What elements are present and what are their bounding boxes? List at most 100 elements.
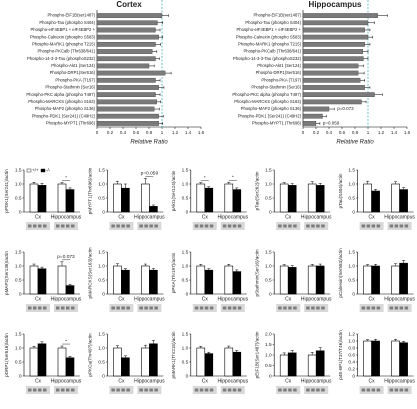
blot-band bbox=[204, 224, 209, 228]
y-tick-label: Phospho-DRP1(Ser616) bbox=[256, 70, 302, 75]
blot-band bbox=[293, 388, 297, 392]
x-tick-label: Hippocampus bbox=[134, 378, 165, 384]
y-tick-label: Phospho-EIF1B(ser1487) bbox=[254, 13, 302, 18]
y-tick-label: 1.5 bbox=[98, 331, 105, 337]
bar bbox=[279, 354, 289, 377]
bar bbox=[279, 265, 289, 295]
blot-band bbox=[321, 388, 325, 392]
y-axis-label: pTau(S404)/actin bbox=[338, 173, 343, 208]
x-tick-label: 1 bbox=[367, 130, 370, 135]
blot-band bbox=[389, 388, 394, 392]
bar bbox=[96, 27, 156, 33]
blot-band bbox=[56, 224, 60, 228]
bar bbox=[391, 183, 400, 213]
blot-image bbox=[109, 222, 134, 230]
blot-band bbox=[139, 224, 143, 228]
blot-band bbox=[227, 224, 232, 228]
blot-band bbox=[33, 306, 37, 310]
x-tick-label: Hippocampus bbox=[51, 296, 82, 302]
blot-band bbox=[71, 306, 75, 310]
blot-band bbox=[71, 388, 75, 392]
blot-band bbox=[38, 388, 42, 392]
blot-band bbox=[28, 306, 32, 310]
bar bbox=[302, 27, 365, 33]
blot-band bbox=[139, 306, 143, 310]
y-tick-label: Phospho-MARCKS (phospho S163) bbox=[234, 99, 301, 104]
x-tick-label: Cx bbox=[202, 296, 209, 302]
bar bbox=[391, 340, 400, 377]
y-tick-label: 1.0 bbox=[98, 345, 105, 351]
blot-band bbox=[154, 306, 158, 310]
bar bbox=[232, 271, 242, 295]
y-axis-label: pStathmin(Ser16)/actin bbox=[254, 249, 259, 296]
y-tick-label: 1.5 bbox=[348, 167, 355, 173]
bar bbox=[204, 353, 214, 377]
bar bbox=[399, 262, 408, 295]
y-tick-label: Phospho-PKC alpha (phospho T497) bbox=[232, 92, 301, 97]
blot-band bbox=[361, 306, 366, 310]
blot-band bbox=[194, 224, 199, 228]
blot-band bbox=[154, 388, 158, 392]
blot-band bbox=[311, 224, 315, 228]
x-tick-label: Hippocampus bbox=[384, 296, 415, 302]
bar bbox=[224, 183, 234, 213]
blot-band bbox=[222, 388, 227, 392]
bar bbox=[302, 49, 363, 54]
bar bbox=[302, 99, 362, 105]
legend-swatch bbox=[40, 168, 46, 173]
blot-band bbox=[278, 224, 282, 228]
x-tick-label: 0.6 bbox=[339, 130, 346, 135]
blot-band bbox=[283, 388, 287, 392]
blot-band bbox=[399, 388, 404, 392]
y-tick-label: 0 bbox=[269, 291, 272, 297]
x-tick-label: 0.4 bbox=[326, 130, 333, 135]
blot-band bbox=[376, 388, 381, 392]
bar bbox=[302, 113, 323, 119]
blot-band bbox=[394, 306, 399, 310]
x-tick-label: 1.6 bbox=[198, 130, 205, 135]
annotation: p=0.073 bbox=[337, 106, 354, 111]
y-tick-label: 1.5 bbox=[265, 342, 272, 348]
y-tick-label: 2.0 bbox=[265, 331, 272, 337]
annotation: * bbox=[65, 175, 67, 181]
x-tick-label: 0.8 bbox=[146, 130, 153, 135]
y-tick-label: 0.6 bbox=[348, 352, 355, 358]
y-tick-label: Phospho-PKCalb (Thr638/641) bbox=[244, 49, 302, 54]
y-tick-label: 1.0 bbox=[15, 263, 22, 269]
x-tick-label: Cx bbox=[202, 214, 209, 220]
bar bbox=[29, 183, 39, 213]
y-tick-label: 1.5 bbox=[98, 249, 105, 255]
bar bbox=[121, 357, 130, 377]
blot-band bbox=[111, 306, 115, 310]
blot-band bbox=[139, 388, 143, 392]
bar bbox=[96, 56, 156, 62]
blot-band bbox=[209, 388, 214, 392]
x-tick-label: 1.2 bbox=[172, 130, 179, 135]
blot-band bbox=[293, 306, 297, 310]
bar bbox=[96, 41, 156, 47]
y-tick-label: 1.0 bbox=[265, 181, 272, 187]
blot-band bbox=[126, 388, 130, 392]
legend-swatch bbox=[26, 168, 32, 173]
bar bbox=[399, 189, 408, 213]
blot-band bbox=[111, 388, 115, 392]
x-tick-label: Hippocampus bbox=[301, 214, 332, 220]
x-tick-label: Cx bbox=[35, 378, 42, 384]
x-tick-label: Cx bbox=[369, 214, 376, 220]
y-tick-label: Phospho-Stathmin (Ser16) bbox=[251, 85, 301, 90]
x-tick-label: 0.4 bbox=[120, 130, 127, 135]
blot-band bbox=[43, 388, 47, 392]
blot-band bbox=[121, 306, 125, 310]
blot-band bbox=[399, 224, 404, 228]
blot-band bbox=[237, 306, 242, 310]
blot-band bbox=[311, 388, 315, 392]
y-tick-label: 0 bbox=[186, 373, 189, 379]
y-tick-label: 1.0 bbox=[15, 181, 22, 187]
blot-band bbox=[38, 224, 42, 228]
blot-band bbox=[33, 388, 37, 392]
blot-band bbox=[222, 224, 227, 228]
blot-band bbox=[306, 224, 310, 228]
blot-band bbox=[389, 224, 394, 228]
y-tick-label: 0.5 bbox=[98, 195, 105, 201]
x-tick-label: Cx bbox=[285, 296, 292, 302]
